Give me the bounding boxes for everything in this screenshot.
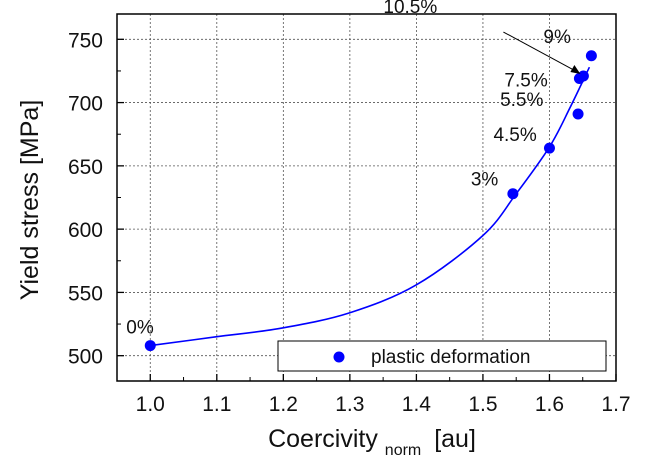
x-axis-label: Coercivity norm [au] [268, 425, 476, 459]
data-point [543, 142, 555, 154]
x-tick-labels: 1.0 1.1 1.2 1.3 1.4 1.5 1.6 1.7 [136, 393, 631, 416]
grid-lines [117, 14, 617, 381]
y-tick-label: 550 [68, 282, 103, 305]
data-point [577, 70, 589, 82]
y-tick-label: 700 [68, 93, 103, 116]
point-label: 0% [126, 318, 154, 339]
y-axis-label: Yield stress [MPa] [16, 100, 44, 301]
x-axis-label-main: Coercivity [268, 425, 378, 453]
y-tick-label: 650 [68, 156, 103, 179]
annotation-leader-line [503, 31, 580, 74]
x-tick-label: 1.7 [601, 393, 630, 416]
x-tick-label: 1.0 [136, 393, 165, 416]
x-axis-label-unit: [au] [434, 425, 476, 453]
point-label: 9% [543, 27, 571, 48]
plot-frame [116, 13, 617, 382]
data-point [585, 50, 597, 62]
data-points [144, 50, 597, 352]
x-tick-label: 1.5 [468, 393, 497, 416]
y-tick-labels: 500 550 600 650 700 750 [68, 29, 103, 368]
annotation-arrowhead [570, 65, 581, 75]
legend: plastic deformation [277, 340, 607, 372]
y-tick-label: 500 [68, 346, 103, 369]
point-label: 3% [471, 170, 499, 191]
x-tick-label: 1.1 [202, 393, 231, 416]
data-point [144, 340, 156, 352]
x-tick-label: 1.3 [335, 393, 364, 416]
legend-marker [333, 351, 345, 363]
legend-label: plastic deformation [371, 347, 530, 368]
point-label: 4.5% [493, 125, 536, 146]
data-point [572, 108, 584, 120]
y-tick-label: 750 [68, 29, 103, 52]
axis-ticks [116, 38, 617, 381]
x-tick-label: 1.2 [269, 393, 298, 416]
point-label: 5.5% [500, 90, 543, 111]
legend-box [277, 340, 607, 372]
y-tick-label: 600 [68, 219, 103, 242]
x-tick-label: 1.6 [535, 393, 564, 416]
point-label: 7.5% [504, 71, 547, 92]
fit-curve-layer [150, 66, 591, 347]
point-label: 10.5% [383, 0, 437, 18]
x-axis-label-subscript: norm [385, 442, 421, 459]
x-tick-label: 1.4 [402, 393, 432, 416]
point-labels: 0% 3% 4.5% 5.5%7.5% 9% 10.5% [126, 0, 581, 339]
fit-curve [150, 66, 591, 347]
data-point [507, 188, 519, 200]
